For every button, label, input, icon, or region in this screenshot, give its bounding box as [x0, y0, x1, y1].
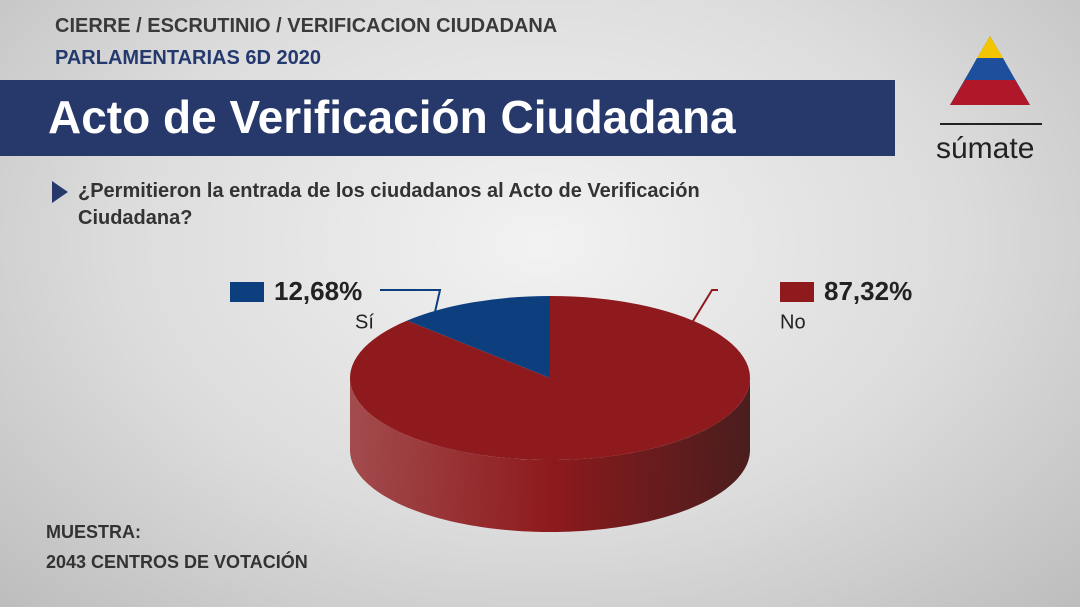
footer-line: MUESTRA:: [46, 522, 141, 542]
logo-text: súmate: [936, 132, 1035, 165]
legend-swatch: [230, 282, 264, 302]
logo-mark: [940, 36, 1042, 125]
title-bar: [0, 80, 895, 156]
pie-slice: [349, 296, 750, 460]
chart-subtitle: ¿Permitieron la entrada de los ciudadano…: [78, 180, 700, 229]
footer-line: 2043 CENTROS DE VOTACIÓN: [46, 552, 308, 572]
pie-slice: [406, 296, 550, 378]
legend-swatch: [780, 282, 814, 302]
category-label: No: [780, 311, 806, 333]
category-label: Sí: [355, 311, 374, 333]
header-line: PARLAMENTARIAS 6D 2020: [55, 47, 321, 69]
pie-side: [350, 378, 750, 532]
bullet-arrow: [52, 181, 68, 203]
value-label: 87,32%: [824, 276, 912, 306]
leader-line: [689, 289, 718, 327]
value-label: 12,68%: [274, 276, 362, 306]
chart-title: Acto de Verificación Ciudadana: [48, 91, 736, 143]
header-line: CIERRE / ESCRUTINIO / VERIFICACION CIUDA…: [55, 15, 558, 37]
leader-line: [380, 289, 442, 313]
